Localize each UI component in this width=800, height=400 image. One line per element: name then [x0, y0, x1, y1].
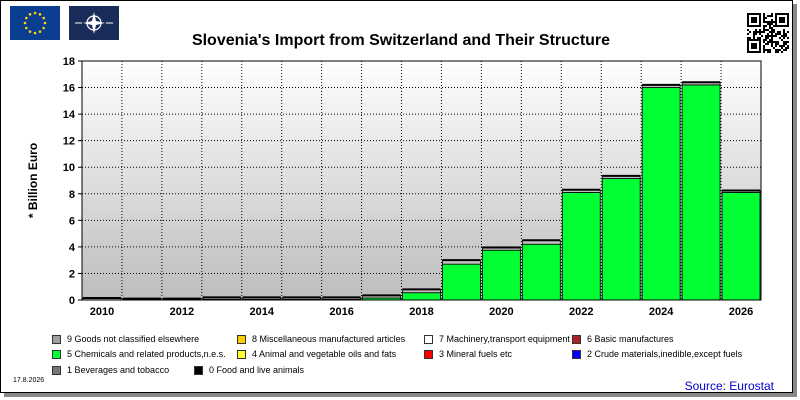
- legend-label: 8 Miscellaneous manufactured articles: [252, 334, 406, 344]
- legend-label: 9 Goods not classified elsewhere: [67, 334, 200, 344]
- legend-swatch: [52, 366, 61, 375]
- plot-border: [81, 60, 762, 301]
- y-tick-label: 4: [69, 242, 76, 254]
- legend-label: 7 Machinery,transport equipment: [439, 334, 570, 344]
- legend-swatch: [52, 350, 61, 359]
- legend-swatch: [52, 335, 61, 344]
- y-tick-label: 10: [63, 162, 75, 174]
- y-tick-label: 12: [63, 136, 75, 148]
- legend-label: 6 Basic manufactures: [587, 334, 674, 344]
- legend-swatch: [237, 335, 246, 344]
- legend-swatch: [194, 366, 203, 375]
- legend-swatch: [572, 350, 581, 359]
- legend-swatch: [424, 350, 433, 359]
- bar-segment: [681, 84, 721, 301]
- x-tick-label: 2022: [569, 306, 593, 318]
- x-tick-label: 2014: [249, 306, 274, 318]
- y-tick-label: 14: [63, 109, 76, 121]
- legend-label: 3 Mineral fuels etc: [439, 349, 513, 359]
- x-tick-label: 2024: [649, 306, 674, 318]
- x-tick-label: 2016: [329, 306, 353, 318]
- chart-area: 0 2 4 6 8 10 12 14 16 18 2010 2012 2014 2016 2018 2020 2…: [26, 56, 762, 318]
- legend-swatch: [572, 335, 581, 344]
- bar-segment: [442, 263, 481, 301]
- legend-swatch: [237, 350, 246, 359]
- qr-code-icon: [747, 13, 789, 53]
- x-tick-label: 2026: [729, 306, 753, 318]
- eu-flag-icon: [10, 6, 60, 40]
- legend-label: 1 Beverages and tobacco: [67, 365, 170, 375]
- bar-segment: [521, 243, 561, 301]
- nato-flag-icon: [69, 6, 119, 40]
- y-tick-label: 2: [69, 268, 75, 280]
- x-tick-label: 2012: [170, 306, 194, 318]
- y-tick-label: 16: [63, 83, 75, 95]
- legend-label: 4 Animal and vegetable oils and fats: [252, 349, 397, 359]
- bar-segment: [561, 192, 601, 301]
- x-tick-label: 2010: [90, 306, 114, 318]
- bar-segment: [601, 178, 641, 301]
- date-stamp: 17.8.2026: [13, 377, 45, 384]
- y-tick-label: 18: [63, 56, 75, 68]
- bar-segment: [641, 87, 681, 301]
- chart-frame: Slovenia's Import from Switzerland and T…: [0, 0, 793, 393]
- bar-segment: [482, 249, 521, 301]
- bar-segment: [721, 192, 761, 301]
- legend-label: 0 Food and live animals: [209, 365, 305, 375]
- y-axis-label: * Billion Euro: [26, 143, 40, 218]
- source-label: Source: Eurostat: [684, 379, 774, 393]
- x-tick-label: 2020: [489, 306, 513, 318]
- y-tick-label: 0: [69, 295, 75, 307]
- bar-segment: [402, 292, 441, 301]
- legend-swatch: [424, 335, 433, 344]
- chart-title: Slovenia's Import from Switzerland and T…: [191, 32, 611, 49]
- y-tick-label: 8: [69, 189, 75, 201]
- legend-label: 2 Crude materials,inedible,except fuels: [587, 349, 743, 359]
- x-tick-label: 2018: [409, 306, 433, 318]
- y-tick-label: 6: [69, 215, 75, 227]
- legend-label: 5 Chemicals and related products,n.e.s.: [67, 349, 226, 359]
